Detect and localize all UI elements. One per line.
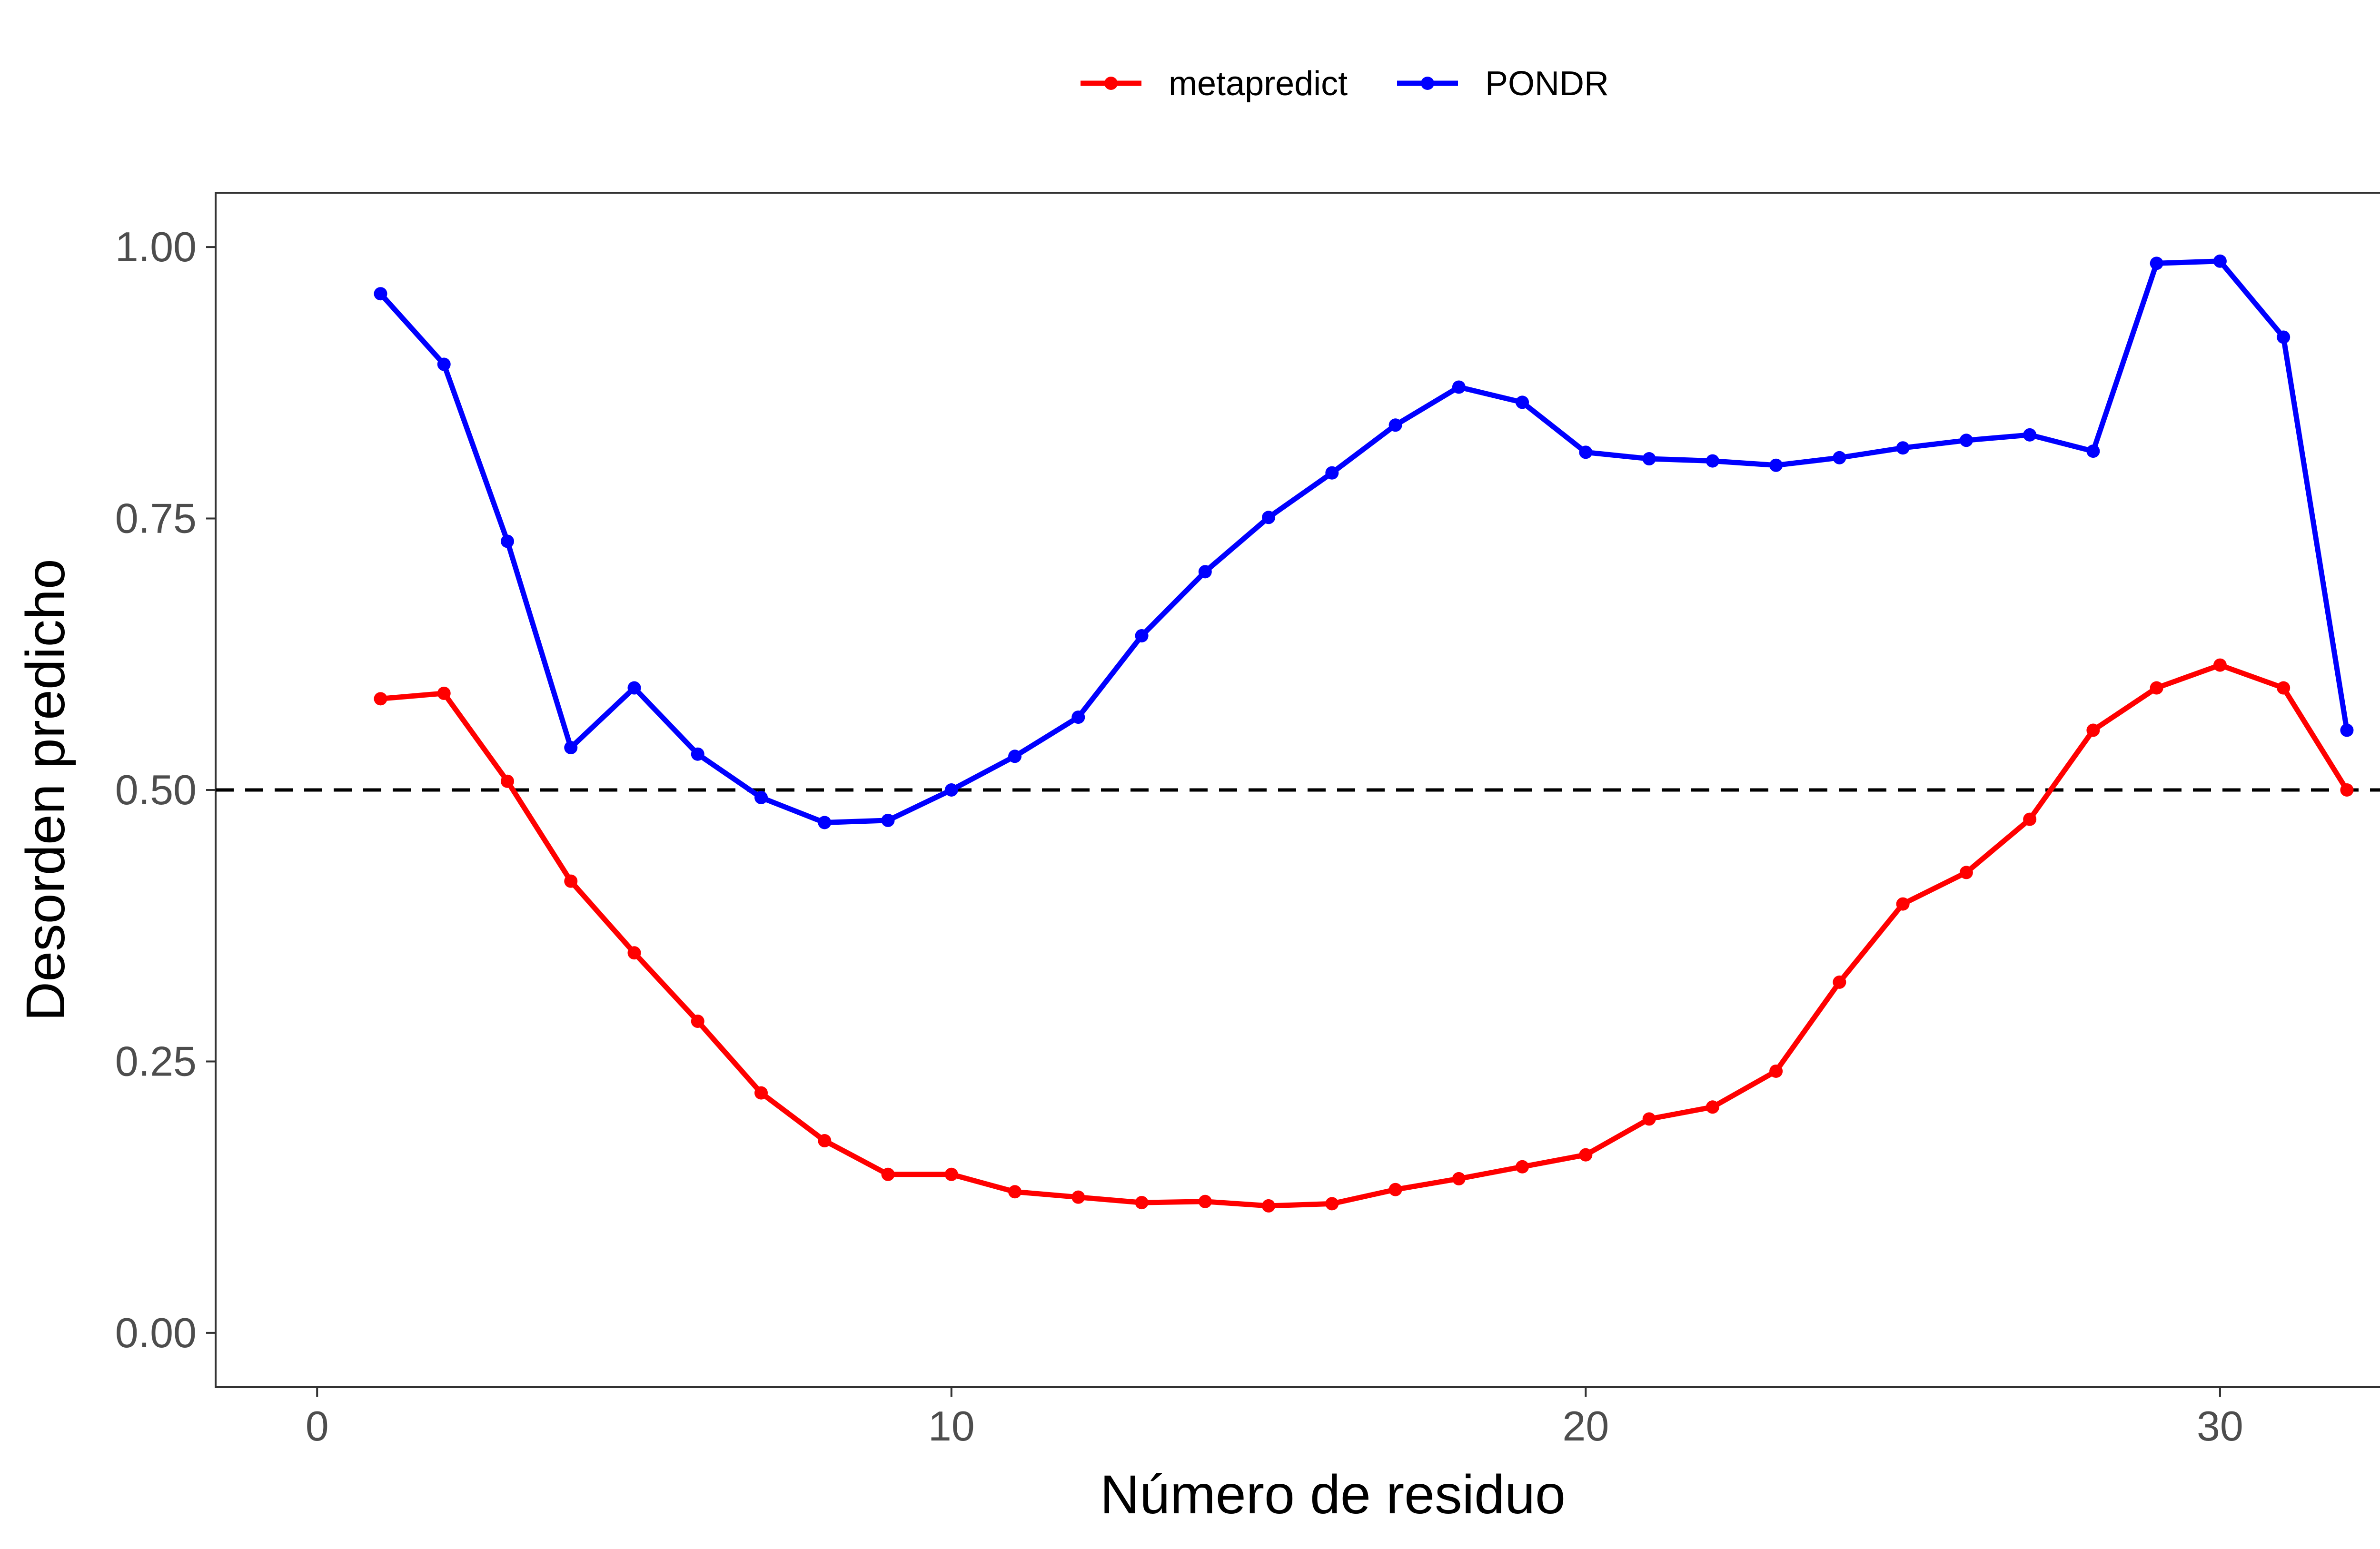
- legend-label-metapredict: metapredict: [1169, 65, 1348, 103]
- data-point-metapredict: [2213, 658, 2227, 672]
- data-point-pondr: [1008, 750, 1022, 763]
- series-line-metapredict: [378, 662, 2350, 1209]
- data-point-metapredict: [818, 1134, 832, 1148]
- x-tick-label: 30: [2197, 1402, 2243, 1450]
- data-point-pondr: [1452, 380, 1466, 394]
- y-axis-title: Desorden predicho: [15, 559, 76, 1021]
- y-tick-label: 0.75: [115, 495, 197, 542]
- data-point-metapredict: [1388, 1183, 1402, 1196]
- data-point-metapredict: [1135, 1196, 1149, 1210]
- data-point-pondr: [944, 783, 958, 797]
- data-point-pondr: [1071, 710, 1085, 724]
- data-point-pondr: [1642, 452, 1656, 466]
- data-point-pondr: [2023, 428, 2037, 442]
- data-point-pondr: [1896, 441, 1910, 455]
- y-tick-label: 0.50: [115, 766, 197, 813]
- data-point-pondr: [1388, 418, 1402, 432]
- data-point-metapredict: [2340, 783, 2354, 797]
- data-point-pondr: [691, 747, 704, 761]
- data-point-metapredict: [1262, 1199, 1276, 1213]
- y-tick-label: 0.25: [115, 1037, 197, 1085]
- data-point-pondr: [374, 287, 387, 301]
- y-tick-label: 1.00: [115, 223, 197, 270]
- data-point-pondr: [2340, 723, 2354, 737]
- data-point-metapredict: [944, 1167, 958, 1181]
- data-point-pondr: [1325, 466, 1339, 480]
- data-point-pondr: [2277, 330, 2291, 344]
- data-point-pondr: [437, 357, 451, 371]
- data-point-metapredict: [2023, 812, 2037, 826]
- data-point-metapredict: [1896, 897, 1910, 911]
- data-point-metapredict: [2277, 681, 2291, 695]
- legend-item-metapredict: metapredict: [1081, 65, 1348, 103]
- data-point-metapredict: [1198, 1194, 1212, 1208]
- data-point-pondr: [1579, 445, 1593, 459]
- legend: metapredict PONDR: [1081, 65, 1609, 103]
- legend-item-pondr: PONDR: [1397, 65, 1609, 103]
- data-point-metapredict: [2150, 681, 2163, 695]
- data-point-metapredict: [437, 686, 451, 700]
- data-point-pondr: [818, 816, 832, 829]
- axes: 0.00 0.25 0.50 0.75 1.00 0 10 20 30: [115, 192, 2380, 1450]
- data-point-metapredict: [564, 874, 578, 888]
- data-point-metapredict: [1516, 1160, 1529, 1174]
- data-point-metapredict: [374, 692, 387, 706]
- data-point-metapredict: [1579, 1148, 1593, 1162]
- x-tick-label: 20: [1562, 1402, 1609, 1450]
- data-point-pondr: [564, 741, 578, 755]
- data-point-metapredict: [1008, 1185, 1022, 1199]
- data-point-pondr: [1135, 629, 1149, 642]
- y-tick-label: 0.00: [115, 1309, 197, 1356]
- data-point-metapredict: [1769, 1064, 1783, 1078]
- data-point-metapredict: [1071, 1190, 1085, 1204]
- data-point-pondr: [1959, 434, 1973, 447]
- data-point-pondr: [1833, 451, 1846, 464]
- x-tick-label: 0: [306, 1402, 329, 1450]
- data-point-metapredict: [881, 1167, 895, 1181]
- data-point-metapredict: [500, 774, 514, 788]
- data-point-metapredict: [691, 1015, 704, 1028]
- x-tick-label: 10: [928, 1402, 975, 1450]
- legend-label-pondr: PONDR: [1485, 65, 1609, 103]
- data-point-pondr: [500, 534, 514, 548]
- data-point-metapredict: [627, 946, 641, 960]
- data-point-pondr: [754, 790, 768, 804]
- data-point-metapredict: [1833, 975, 1846, 989]
- data-point-metapredict: [1452, 1172, 1466, 1185]
- data-point-pondr: [627, 681, 641, 695]
- data-point-pondr: [1769, 458, 1783, 472]
- data-point-metapredict: [1959, 866, 1973, 879]
- data-point-metapredict: [1642, 1112, 1656, 1126]
- data-point-metapredict: [1325, 1197, 1339, 1211]
- data-point-pondr: [2086, 444, 2100, 458]
- x-axis-title: Número de residuo: [1100, 1464, 1566, 1525]
- data-point-pondr: [1262, 511, 1276, 524]
- data-point-pondr: [2213, 254, 2227, 268]
- data-point-pondr: [1516, 395, 1529, 409]
- data-point-pondr: [1706, 454, 1719, 468]
- data-point-metapredict: [1706, 1100, 1719, 1114]
- series-line-pondr: [378, 258, 2350, 825]
- data-point-pondr: [2150, 257, 2163, 270]
- data-point-metapredict: [754, 1086, 768, 1100]
- plot-area: [216, 254, 2380, 1213]
- data-point-pondr: [1198, 565, 1212, 579]
- data-point-pondr: [881, 813, 895, 827]
- data-point-metapredict: [2086, 723, 2100, 737]
